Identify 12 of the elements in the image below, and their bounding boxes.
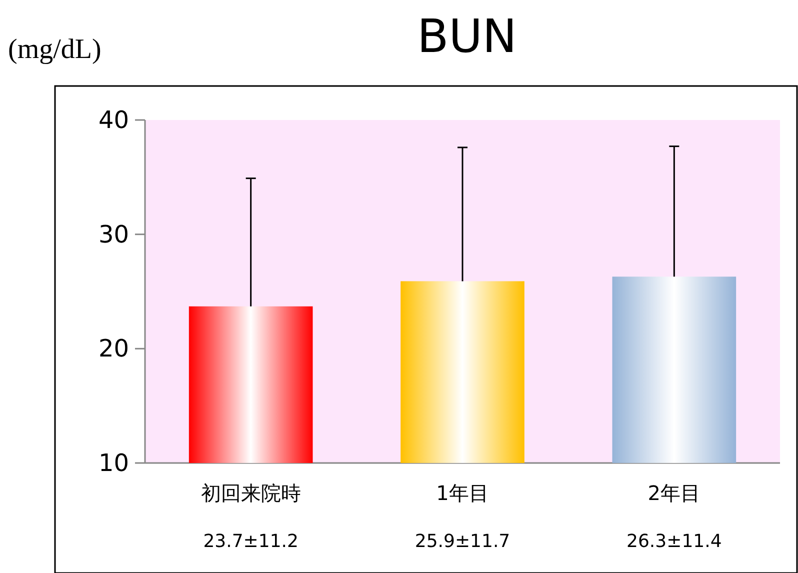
x-tick-label: 2年目 bbox=[648, 481, 701, 505]
x-tick-label: 1年目 bbox=[436, 481, 489, 505]
data-label: 26.3±11.4 bbox=[626, 531, 722, 552]
y-tick-label: 40 bbox=[98, 106, 129, 134]
y-tick-label: 20 bbox=[98, 334, 129, 363]
x-tick-label: 初回来院時 bbox=[200, 481, 301, 505]
y-axis-title: (mg/dL) bbox=[8, 34, 102, 65]
data-label: 23.7±11.2 bbox=[203, 531, 298, 552]
chart-title: BUN bbox=[417, 9, 517, 63]
y-tick-label: 30 bbox=[98, 220, 129, 248]
y-tick-label: 10 bbox=[98, 449, 129, 477]
data-label: 25.9±11.7 bbox=[414, 531, 510, 552]
